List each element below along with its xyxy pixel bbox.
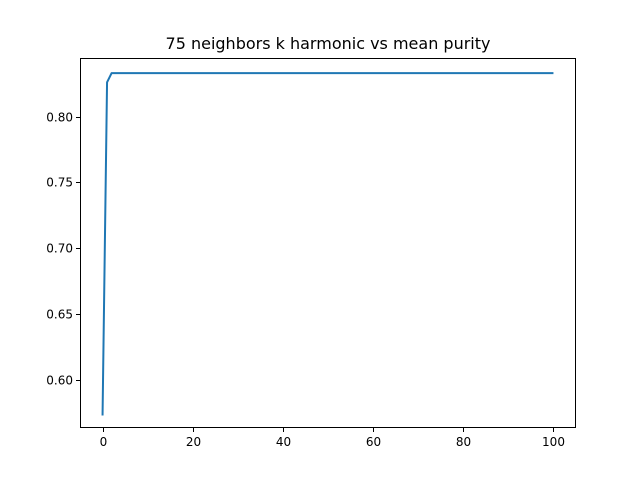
x-tick-label: 100: [542, 435, 565, 449]
plot-area: [80, 58, 576, 428]
y-tick-label: 0.65: [46, 308, 73, 322]
axes-frame: [80, 58, 576, 428]
x-tick-label: 40: [276, 435, 291, 449]
y-tick-label: 0.70: [46, 242, 73, 256]
y-tick-label: 0.75: [46, 176, 73, 190]
y-tick-label: 0.60: [46, 374, 73, 388]
chart-title: 75 neighbors k harmonic vs mean purity: [166, 34, 491, 53]
x-tick-label: 80: [456, 435, 471, 449]
x-tick-label: 20: [186, 435, 201, 449]
y-tick-label: 0.80: [46, 111, 73, 125]
series-layer: [101, 72, 554, 416]
x-axis: 0 20 40 60 80 100: [100, 428, 565, 449]
y-axis: 0.60 0.65 0.70 0.75 0.80: [46, 111, 80, 388]
series-line-0: [101, 72, 554, 416]
x-tick-label: 60: [366, 435, 381, 449]
x-tick-label: 0: [100, 435, 108, 449]
